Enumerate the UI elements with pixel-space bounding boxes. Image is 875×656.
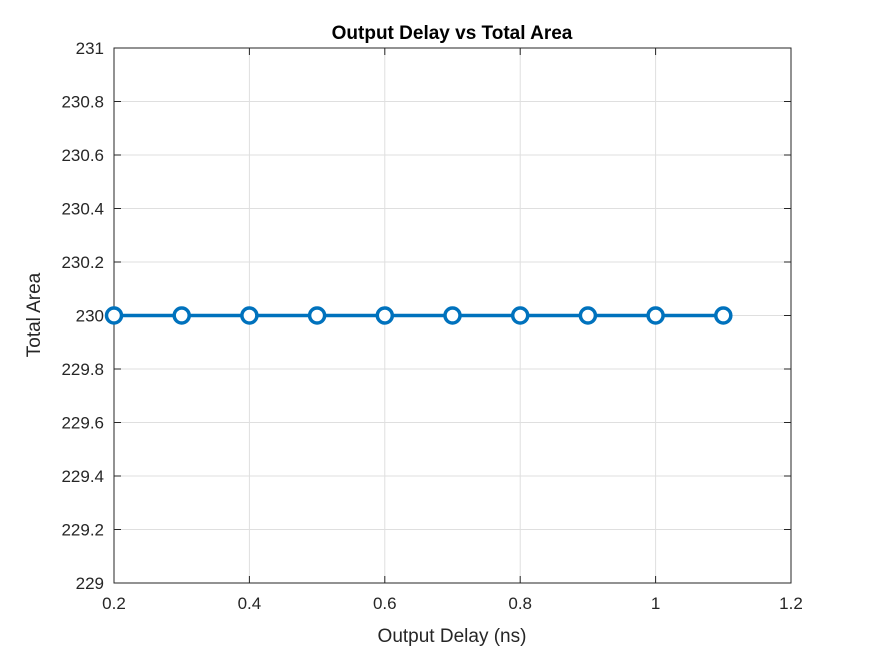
y-tick-label: 229.2 <box>61 521 104 540</box>
y-tick-label: 230.2 <box>61 253 104 272</box>
y-tick-label: 229.6 <box>61 414 104 433</box>
data-point <box>646 306 665 325</box>
x-tick-label: 0.6 <box>373 594 397 613</box>
y-tick-label: 230.6 <box>61 146 104 165</box>
x-tick-label: 0.8 <box>508 594 532 613</box>
y-tick-label: 229.4 <box>61 467 104 486</box>
x-tick-label: 0.2 <box>102 594 126 613</box>
data-point <box>307 306 327 325</box>
x-tick-label: 1.2 <box>779 594 803 613</box>
y-tick-label: 231 <box>76 39 104 58</box>
y-tick-label: 230.4 <box>61 200 104 219</box>
y-tick-label: 230 <box>76 307 104 326</box>
data-point <box>443 306 462 325</box>
y-tick-label: 229 <box>76 574 104 593</box>
series-group <box>104 306 733 325</box>
y-axis-label: Total Area <box>24 272 45 357</box>
data-point <box>375 306 395 325</box>
data-point <box>104 306 124 325</box>
x-tick-labels: 0.2 0.4 0.6 0.8 1 1.2 <box>102 594 803 613</box>
y-tick-label: 229.8 <box>61 360 104 379</box>
data-point <box>172 306 191 325</box>
y-tick-labels: 229 229.2 229.4 229.6 229.8 230 230.2 230.4 230.… <box>61 39 104 593</box>
x-tick-label: 0.4 <box>238 594 262 613</box>
grid <box>113 47 792 584</box>
data-point <box>510 306 530 325</box>
chart-title: Output Delay vs Total Area <box>332 23 573 44</box>
x-tick-label: 1 <box>651 594 660 613</box>
data-point <box>714 306 733 325</box>
y-tick-label: 230.8 <box>61 93 104 112</box>
x-axis-label: Output Delay (ns) <box>378 626 527 647</box>
data-point <box>240 306 259 325</box>
data-point <box>578 306 598 325</box>
